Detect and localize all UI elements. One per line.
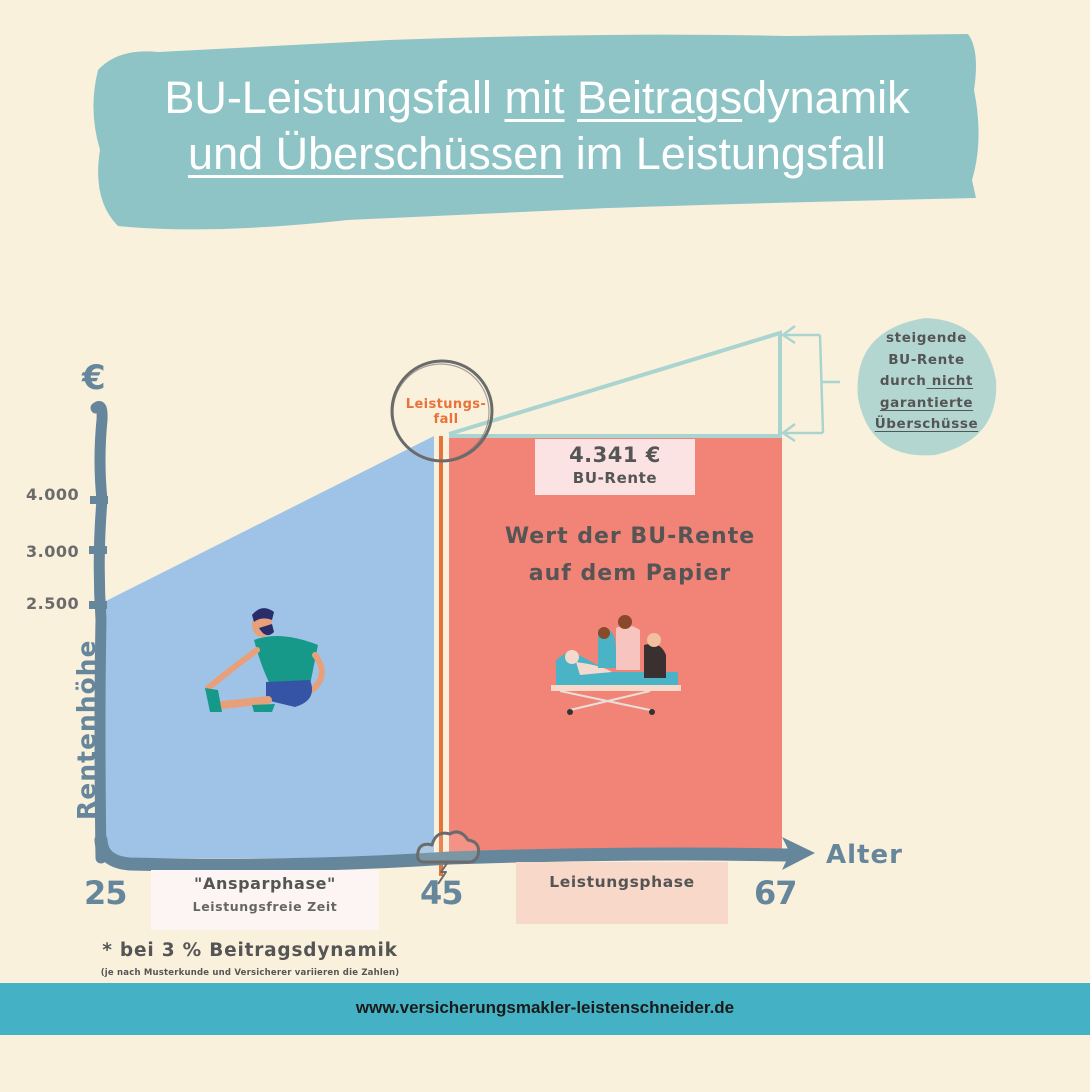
hospital-family-illustration <box>551 615 681 715</box>
chart-canvas <box>89 318 997 885</box>
title-text: im Leistungsfall <box>563 128 886 179</box>
x-axis-arrow-icon <box>782 837 815 870</box>
savings-phase-title: "Ansparphase" <box>194 874 336 893</box>
event-label-line2: fall <box>433 412 459 427</box>
surplus-triangle <box>448 330 782 438</box>
side-note: steigende BU-Rente durch nicht garantier… <box>854 308 999 458</box>
side-note-line: garantierte <box>879 394 974 411</box>
surplus-bracket-icon <box>780 325 840 443</box>
footnote-sub: (je nach Musterkunde und Versicherer var… <box>100 968 400 978</box>
paper-value-line2: auf dem Papier <box>528 561 732 586</box>
stretching-man-illustration <box>205 608 325 712</box>
side-note-line: durch nicht <box>854 371 999 393</box>
title-text: BU-Leistungsfall <box>164 72 505 123</box>
payout-value-box: 4.341 € BU-Rente <box>535 439 695 495</box>
event-label: Leistungs- fall <box>390 397 502 427</box>
side-note-line: Überschüsse <box>874 416 979 432</box>
x-tick-label-25: 25 <box>84 874 128 912</box>
x-tick-label-67: 67 <box>754 874 798 912</box>
title-line-1: BU-Leistungsfall mit Beitragsdynamik <box>88 72 986 124</box>
event-divider-line <box>439 436 443 876</box>
y-tick-label-3000: 3.000 <box>26 542 80 561</box>
side-note-circle <box>857 318 997 456</box>
side-note-line: steigende <box>886 330 967 346</box>
title-line-2: und Überschüssen im Leistungsfall <box>88 128 986 180</box>
y-tick-3000 <box>89 546 107 554</box>
paper-value-line1: Wert der BU-Rente <box>504 524 756 549</box>
footer-bar: www.versicherungsmakler-leistenschneider… <box>0 983 1090 1035</box>
payout-label: BU-Rente <box>572 469 658 487</box>
title-banner: BU-Leistungsfall mit Beitragsdynamik und… <box>88 30 986 230</box>
y-tick-label-2500: 2.500 <box>26 594 80 613</box>
footnote-main: * bei 3 % Beitragsdynamik <box>102 940 398 961</box>
side-note-line: BU-Rente <box>888 351 965 368</box>
x-axis <box>94 833 815 872</box>
side-note-text: durch <box>879 373 927 389</box>
title-underlined-mit: mit <box>504 72 565 123</box>
payout-amount: 4.341 € <box>569 443 661 467</box>
payout-phase-box: Leistungsphase <box>516 862 728 924</box>
y-tick-label-4000: 4.000 <box>26 485 80 504</box>
x-axis-label: Alter <box>826 840 903 870</box>
payout-phase-title: Leistungsphase <box>549 873 695 891</box>
title-text: dynamik <box>742 72 910 123</box>
footer-url-link[interactable]: www.versicherungsmakler-leistenschneider… <box>355 998 735 1017</box>
savings-phase-box: "Ansparphase" Leistungsfreie Zeit <box>151 870 379 930</box>
brush-stroke-background <box>93 34 979 230</box>
storm-cloud-icon <box>416 830 480 885</box>
y-tick-2500 <box>89 601 107 609</box>
title-underlined-beitrags: Beitrags <box>577 72 743 123</box>
event-circle <box>390 359 494 463</box>
y-axis-label: Rentenhöhe <box>72 639 101 820</box>
side-note-underlined: nicht <box>926 373 974 389</box>
x-tick-label-45: 45 <box>420 874 464 912</box>
y-axis <box>89 401 108 864</box>
event-label-line1: Leistungs- <box>405 397 487 412</box>
y-axis-unit-euro: € <box>82 358 106 398</box>
y-tick-4000 <box>90 496 108 504</box>
paper-value-caption: Wert der BU-Rente auf dem Papier <box>480 518 780 592</box>
title-underlined-ueberschuessen: und Überschüssen <box>188 128 564 179</box>
savings-phase-subtitle: Leistungsfreie Zeit <box>192 899 338 914</box>
